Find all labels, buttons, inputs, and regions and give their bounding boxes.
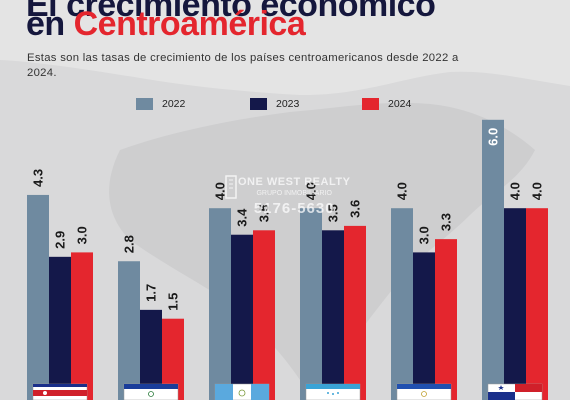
bar-2023-4 [413, 252, 435, 400]
value-label-2024-3: 3.6 [348, 200, 363, 218]
legend-item-2024: 2024 [362, 98, 411, 110]
bar-2023-2 [231, 234, 253, 400]
costa-rica-flag-icon [32, 383, 88, 400]
bar-2023-5 [504, 208, 526, 400]
value-label-2024-4: 3.3 [439, 213, 454, 231]
value-label-2022-2: 4.0 [213, 182, 228, 200]
legend-item-2023: 2023 [250, 98, 299, 110]
el-salvador-flag-icon [123, 383, 179, 400]
guatemala-flag-icon [214, 383, 270, 400]
bar-2022-4 [391, 208, 413, 400]
bar-2024-1 [162, 318, 184, 400]
bar-2023-3 [322, 230, 344, 400]
chart-subtitle: Estas son las tasas de crecimiento de lo… [27, 52, 459, 79]
chart-legend: 2022 2023 2024 [0, 98, 570, 112]
bar-2022-3 [300, 208, 322, 400]
value-label-2023-3: 3.5 [326, 204, 341, 222]
legend-item-2022: 2022 [136, 98, 185, 110]
value-label-2023-2: 3.4 [235, 208, 250, 227]
legend-swatch-2024 [362, 98, 379, 110]
bar-2024-5 [526, 208, 548, 400]
bar-2024-0 [71, 252, 93, 400]
legend-label-2022: 2022 [162, 98, 186, 110]
value-label-2022-1: 2.8 [122, 235, 137, 253]
panama-flag-icon [487, 383, 543, 400]
nicaragua-flag-icon [396, 383, 452, 400]
value-label-2024-5: 4.0 [530, 182, 545, 200]
value-label-2024-2: 3.5 [257, 204, 272, 222]
bar-2023-1 [140, 309, 162, 400]
bar-2024-2 [253, 230, 275, 400]
legend-label-2024: 2024 [388, 98, 412, 110]
value-label-2023-0: 2.9 [53, 231, 68, 249]
bar-2022-5 [482, 119, 504, 400]
value-label-2024-0: 3.0 [75, 226, 90, 244]
legend-swatch-2023 [250, 98, 267, 110]
bar-2024-4 [435, 239, 457, 400]
chart-title-line1: El crecimiento económico [26, 0, 436, 24]
bar-2024-3 [344, 225, 366, 400]
value-label-2022-5: 6.0 [486, 128, 501, 146]
value-label-2023-1: 1.7 [144, 284, 159, 302]
bar-2023-0 [49, 256, 71, 400]
title-prefix: en [26, 5, 74, 43]
value-label-2024-1: 1.5 [166, 293, 181, 311]
value-label-2022-3: 4.0 [304, 182, 319, 200]
value-label-2023-4: 3.0 [417, 226, 432, 244]
bar-2022-2 [209, 208, 231, 400]
value-label-2022-4: 4.0 [395, 182, 410, 200]
legend-label-2023: 2023 [276, 98, 300, 110]
title-highlight: Centroamérica [73, 5, 306, 43]
bar-2022-0 [27, 194, 49, 400]
honduras-flag-icon [305, 383, 361, 400]
value-label-2023-5: 4.0 [508, 182, 523, 200]
value-label-2022-0: 4.3 [31, 169, 46, 187]
bar-2022-1 [118, 261, 140, 400]
chart-title-line2: en Centroamérica [26, 5, 306, 44]
legend-swatch-2022 [136, 98, 153, 110]
